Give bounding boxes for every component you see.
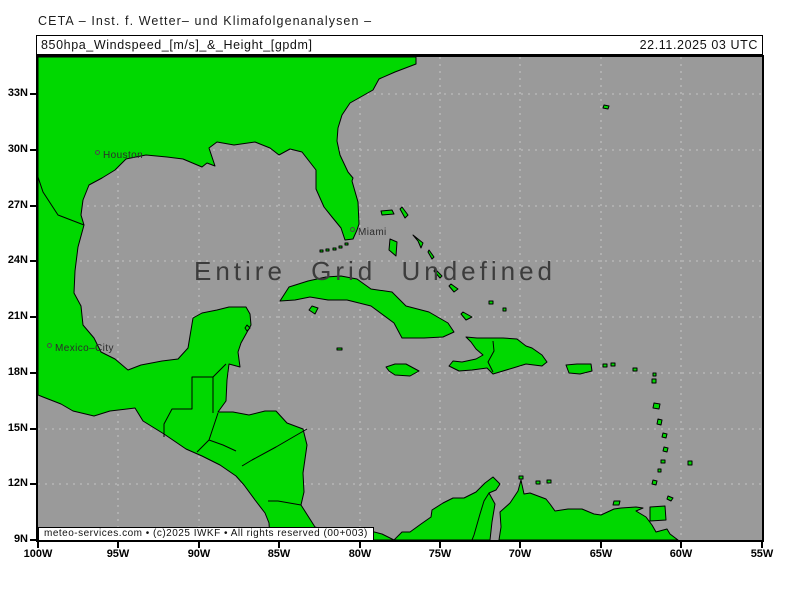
lon-tick-mark <box>761 542 763 548</box>
lon-tick-mark <box>519 542 521 548</box>
lat-tick-label: 21N <box>7 310 28 322</box>
lat-tick-label: 30N <box>7 143 28 155</box>
lon-tick-mark <box>198 542 200 548</box>
lat-tick-label: 18N <box>7 366 28 378</box>
city-label: Houston <box>103 150 144 161</box>
product-title: 850hpa_Windspeed_[m/s]_&_Height_[gpdm] <box>41 38 313 52</box>
lat-tick-label: 27N <box>7 199 28 211</box>
map-canvas: Houston Miami Mexico–City Entire Grid Unde… <box>38 57 762 540</box>
city-dot-icon <box>350 227 355 232</box>
institute-header: CETA – Inst. f. Wetter– und Klimafolgena… <box>38 14 373 28</box>
lat-tick-label: 33N <box>7 87 28 99</box>
lat-tick-label: 12N <box>7 477 28 489</box>
coastline-small-islands <box>244 104 693 506</box>
lon-tick-label: 100W <box>23 548 53 560</box>
lon-tick-mark <box>439 542 441 548</box>
coastline-north-central-america <box>38 57 417 540</box>
lon-tick-mark <box>600 542 602 548</box>
lon-tick-mark <box>37 542 39 548</box>
coastline-cuba <box>279 275 455 339</box>
lon-tick-label: 85W <box>267 548 291 560</box>
lon-tick-label: 55W <box>750 548 774 560</box>
lon-tick-label: 60W <box>669 548 693 560</box>
attribution-bar: meteo-services.com • (c)2025 IWKF • All … <box>38 527 374 540</box>
lat-tick-label: 15N <box>7 422 28 434</box>
lon-tick-label: 75W <box>428 548 452 560</box>
lon-tick-label: 95W <box>106 548 130 560</box>
lon-tick-mark <box>359 542 361 548</box>
lon-tick-label: 90W <box>187 548 211 560</box>
city-label: Miami <box>358 227 387 238</box>
city-label: Mexico–City <box>55 343 114 354</box>
lon-tick-mark <box>278 542 280 548</box>
coastline-puerto-rico <box>565 363 593 375</box>
lon-tick-mark <box>117 542 119 548</box>
lon-tick-label: 70W <box>508 548 532 560</box>
lat-tick-label: 9N <box>13 533 28 545</box>
lon-tick-mark <box>680 542 682 548</box>
lon-tick-label: 65W <box>589 548 613 560</box>
valid-datetime: 22.11.2025 03 UTC <box>639 38 758 52</box>
coastline-jamaica <box>385 363 420 377</box>
lon-tick-label: 80W <box>348 548 372 560</box>
city-dot-icon <box>47 343 52 348</box>
coastline-colombia <box>393 476 501 540</box>
coastline-layer <box>38 57 693 540</box>
grid-undefined-message: Entire Grid Undefined <box>193 256 557 286</box>
map-title-bar: 850hpa_Windspeed_[m/s]_&_Height_[gpdm] 2… <box>36 35 763 55</box>
lat-tick-label: 24N <box>7 254 28 266</box>
coastline-hispaniola <box>448 336 548 375</box>
city-dot-icon <box>95 150 100 155</box>
coastline-trinidad <box>649 505 667 522</box>
coastline-venezuela <box>498 479 679 540</box>
